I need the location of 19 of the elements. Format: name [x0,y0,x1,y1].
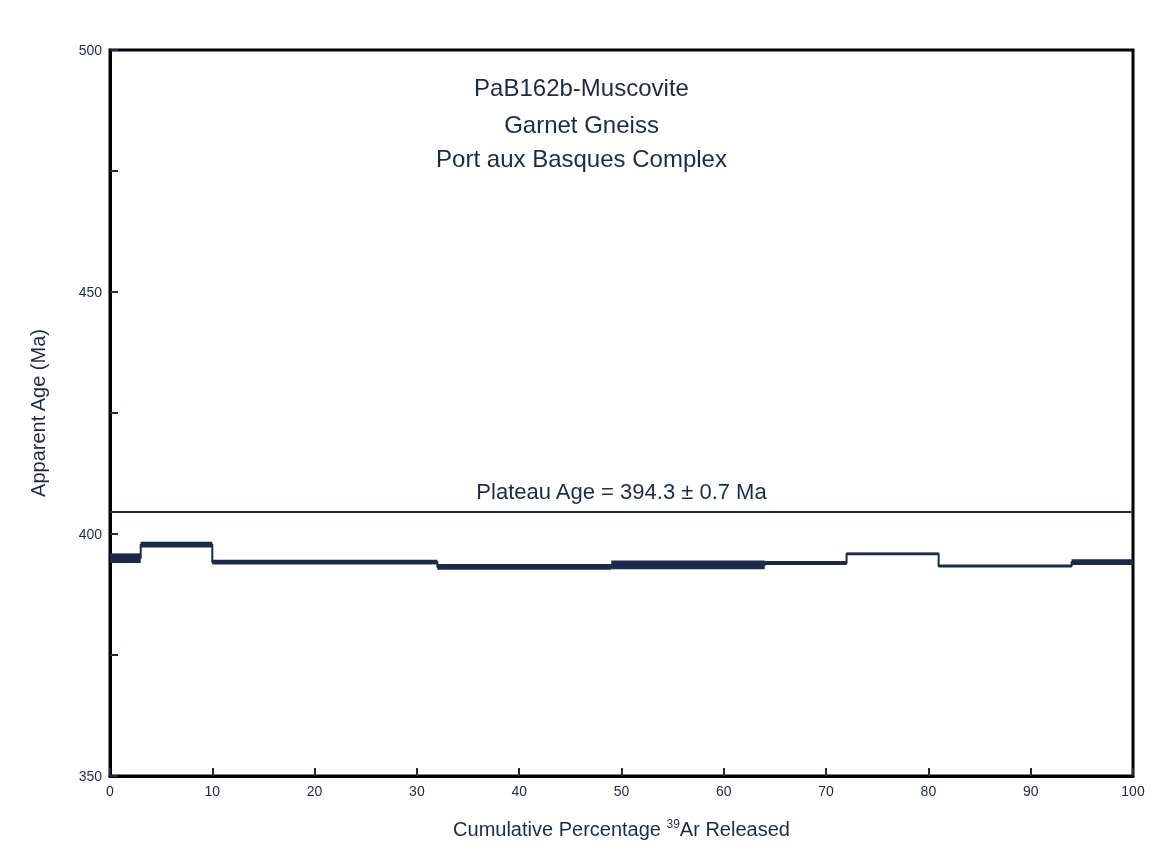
x-tick-label: 90 [1022,783,1039,799]
y-axis-title: Apparent Age (Ma) [27,329,49,497]
x-tick-label: 70 [818,783,835,799]
x-tick-label: 50 [613,783,630,799]
y-tick-label: 500 [78,42,103,58]
y-tick-label: 400 [78,526,103,542]
annotation: Plateau Age = 394.3 ± 0.7 Ma [476,478,768,504]
x-tick-label: 10 [204,783,221,799]
x-tick-label: 100 [1121,783,1145,799]
x-tick-label: 40 [511,783,528,799]
y-tick-label: 350 [78,768,103,784]
y-tick-label: 450 [78,284,103,300]
x-tick-label: 60 [716,783,732,799]
x-tick-label: 80 [920,783,937,799]
x-tick-label: 20 [306,783,323,799]
x-tick-label: 30 [409,783,425,799]
x-tick-label: 0 [106,783,115,799]
text: Garnet Gneiss Port aux Basques Complex [436,110,727,172]
text: PaB162b-Muscovite [474,73,689,101]
